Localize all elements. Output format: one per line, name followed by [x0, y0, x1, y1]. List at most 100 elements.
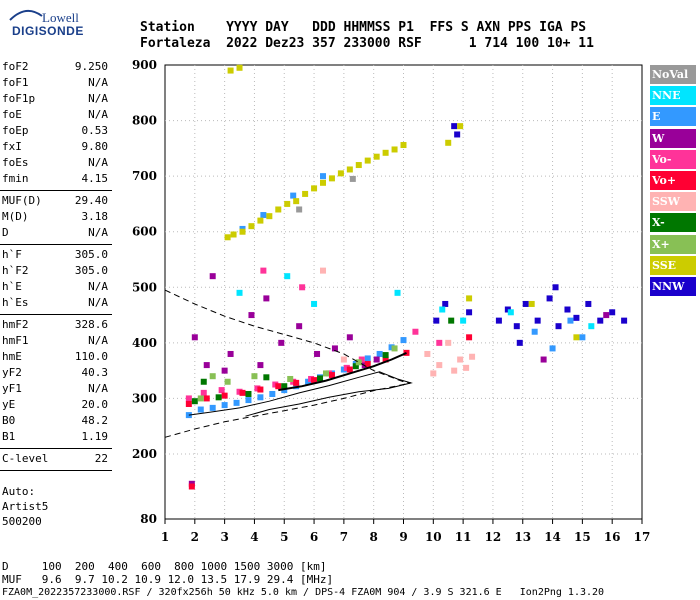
- data-point: [275, 383, 282, 390]
- data-point: [382, 352, 389, 359]
- data-point: [346, 334, 353, 341]
- data-point: [412, 328, 419, 335]
- param-label: yF2: [2, 366, 22, 379]
- data-point: [621, 317, 628, 324]
- data-point: [507, 309, 514, 316]
- param-value: N/A: [88, 76, 108, 89]
- header-labels: Station YYYY DAY DDD HHMMSS P1 FFS S AXN…: [140, 20, 587, 35]
- data-point: [233, 399, 240, 406]
- data-point: [430, 370, 437, 377]
- data-point: [603, 312, 610, 319]
- param-value: N/A: [88, 108, 108, 121]
- legend-item: NNW: [650, 277, 696, 296]
- data-point: [376, 350, 383, 357]
- param-label: foEp: [2, 124, 29, 137]
- x-tick-label: 10: [425, 530, 442, 544]
- y-tick-label: 500: [132, 280, 157, 294]
- param-label: MUF(D): [2, 194, 42, 207]
- data-point: [328, 175, 335, 182]
- data-point: [391, 345, 398, 352]
- param-label: C-level: [2, 452, 49, 465]
- data-point: [257, 362, 264, 369]
- data-point: [495, 317, 502, 324]
- param-value: 29.40: [74, 194, 108, 207]
- data-point: [320, 173, 327, 180]
- param-row: h`F2 305.0: [2, 264, 108, 278]
- param-label: hmF1: [2, 334, 29, 347]
- param-row: D N/A: [2, 226, 108, 240]
- param-separator: [0, 470, 112, 471]
- data-point: [373, 356, 380, 363]
- data-point: [364, 355, 371, 362]
- data-point: [311, 185, 318, 192]
- param-row: h`E N/A: [2, 280, 108, 294]
- data-point: [436, 339, 443, 346]
- param-label: foF2: [2, 60, 29, 73]
- data-point: [239, 389, 246, 396]
- data-point: [534, 317, 541, 324]
- legend-item: Vo-: [650, 149, 696, 169]
- data-point: [516, 339, 523, 346]
- data-point: [320, 267, 327, 274]
- param-label: yF1: [2, 382, 22, 395]
- data-point: [287, 375, 294, 382]
- x-tick-label: 11: [455, 530, 472, 544]
- param-label: hmF2: [2, 318, 29, 331]
- data-point: [203, 362, 210, 369]
- x-tick-label: 6: [310, 530, 318, 544]
- data-point: [185, 400, 192, 407]
- data-point: [215, 394, 222, 401]
- data-point: [230, 231, 237, 238]
- data-point: [451, 367, 458, 374]
- param-row: yF1 N/A: [2, 382, 108, 396]
- param-value: N/A: [88, 156, 108, 169]
- param-label: hmE: [2, 350, 22, 363]
- x-tick-label: 14: [544, 530, 561, 544]
- data-point: [299, 284, 306, 291]
- param-row: B0 48.2: [2, 414, 108, 428]
- data-point: [311, 377, 318, 384]
- param-label: foF1: [2, 76, 29, 89]
- x-tick-label: 3: [220, 530, 228, 544]
- param-label: h`E: [2, 280, 22, 293]
- param-value: 40.3: [81, 366, 109, 379]
- x-tick-label: 17: [634, 530, 651, 544]
- param-row: h`F 305.0: [2, 248, 108, 262]
- param-row: fmin 4.15: [2, 172, 108, 186]
- x-tick-label: 15: [574, 530, 591, 544]
- param-value: 4.15: [81, 172, 109, 185]
- data-point: [466, 334, 473, 341]
- data-point: [457, 356, 464, 363]
- data-point: [293, 198, 300, 205]
- data-point: [349, 175, 356, 182]
- data-point: [448, 317, 455, 324]
- data-point: [433, 317, 440, 324]
- param-row: foEs N/A: [2, 156, 108, 170]
- param-value: 9.80: [81, 140, 109, 153]
- param-label: D: [2, 226, 9, 239]
- data-point: [585, 300, 592, 307]
- param-row: hmF1 N/A: [2, 334, 108, 348]
- param-value: N/A: [88, 382, 108, 395]
- param-separator: [0, 448, 112, 449]
- data-point: [245, 397, 252, 404]
- data-point: [284, 273, 291, 280]
- param-value: N/A: [88, 296, 108, 309]
- data-point: [424, 350, 431, 357]
- data-point: [439, 306, 446, 313]
- data-point: [549, 345, 556, 352]
- x-tick-label: 1: [161, 530, 169, 544]
- data-point: [317, 375, 324, 382]
- param-value: 0.53: [81, 124, 109, 137]
- data-point: [197, 406, 204, 413]
- param-row: foF1p N/A: [2, 92, 108, 106]
- data-point: [391, 146, 398, 153]
- data-point: [394, 289, 401, 296]
- data-point: [221, 367, 228, 374]
- data-point: [260, 267, 267, 274]
- data-point: [346, 366, 353, 373]
- data-point: [218, 387, 225, 394]
- param-separator: [0, 314, 112, 315]
- data-point: [209, 273, 216, 280]
- data-point: [311, 300, 318, 307]
